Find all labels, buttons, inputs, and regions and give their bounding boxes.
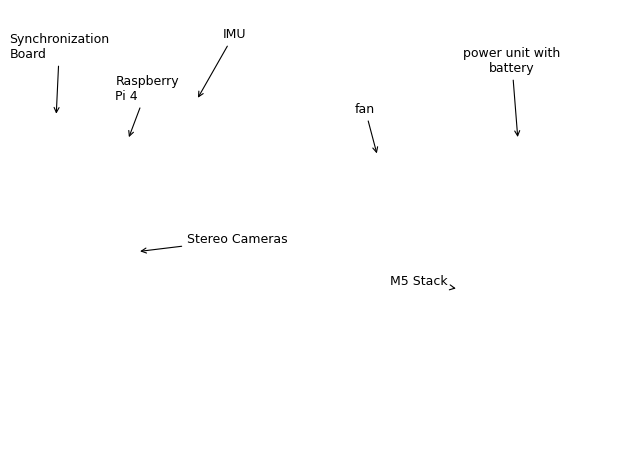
- Text: M5 Stack: M5 Stack: [390, 275, 455, 290]
- Text: power unit with
battery: power unit with battery: [463, 47, 560, 136]
- Text: IMU: IMU: [198, 28, 246, 97]
- Text: Stereo Cameras: Stereo Cameras: [141, 233, 288, 253]
- Text: fan: fan: [355, 103, 378, 152]
- Text: Raspberry
Pi 4: Raspberry Pi 4: [115, 75, 179, 136]
- Text: Synchronization
Board: Synchronization Board: [9, 33, 109, 112]
